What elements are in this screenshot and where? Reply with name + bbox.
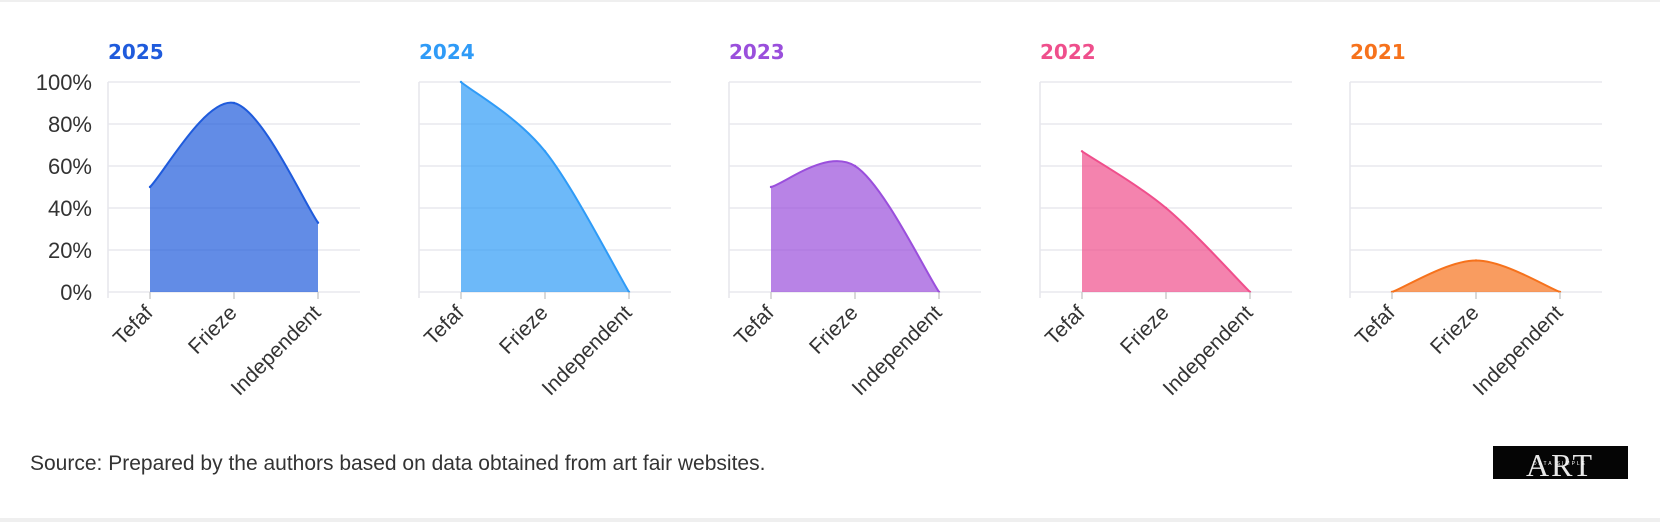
x-tick-label: Tefaf xyxy=(1351,301,1400,350)
area-series-2024 xyxy=(461,82,629,292)
x-tick-label: Independent xyxy=(1469,301,1568,400)
data-point-tefaf xyxy=(1080,150,1084,153)
y-tick-label: 60% xyxy=(48,154,92,179)
data-point-independent xyxy=(316,221,320,224)
panel-title: 2021 xyxy=(1350,40,1406,64)
area-series-2021 xyxy=(1392,260,1560,292)
y-tick-label: 100% xyxy=(36,70,92,95)
panel-title: 2023 xyxy=(729,40,785,64)
logo-mark: ART xyxy=(1526,447,1594,479)
data-point-frieze xyxy=(232,101,236,105)
data-point-frieze xyxy=(543,150,547,153)
x-tick-label: Frieze xyxy=(184,301,242,359)
logo-subtext: DATA SIMPLE xyxy=(1533,461,1587,467)
data-point-tefaf xyxy=(769,185,773,189)
x-tick-label: Independent xyxy=(538,301,637,400)
x-tick-label: Independent xyxy=(848,301,947,400)
x-tick-label: Tefaf xyxy=(730,301,779,350)
area-series-2025 xyxy=(150,102,318,292)
x-tick-label: Frieze xyxy=(495,301,553,359)
data-point-frieze xyxy=(1474,259,1478,262)
data-point-tefaf xyxy=(148,185,152,189)
panel-title: 2024 xyxy=(419,40,475,64)
x-tick-label: Frieze xyxy=(1426,301,1484,359)
x-tick-label: Frieze xyxy=(805,301,863,359)
data-point-frieze xyxy=(853,164,857,168)
x-tick-label: Tefaf xyxy=(420,301,469,350)
art-data-simple-logo: ART DATA SIMPLE xyxy=(1493,446,1628,479)
source-note: Source: Prepared by the authors based on… xyxy=(30,452,766,475)
area-series-2022 xyxy=(1082,151,1250,292)
area-series-2023 xyxy=(771,161,939,292)
x-tick-label: Frieze xyxy=(1116,301,1174,359)
x-tick-label: Tefaf xyxy=(1041,301,1090,350)
panel-title: 2025 xyxy=(108,40,164,64)
x-tick-label: Tefaf xyxy=(109,301,158,350)
y-tick-label: 40% xyxy=(48,196,92,221)
data-point-frieze xyxy=(1164,206,1168,210)
data-point-tefaf xyxy=(459,80,463,84)
x-tick-label: Independent xyxy=(1159,301,1258,400)
x-tick-label: Independent xyxy=(227,301,326,400)
y-tick-label: 80% xyxy=(48,112,92,137)
y-tick-label: 0% xyxy=(60,280,92,305)
y-tick-label: 20% xyxy=(48,238,92,263)
panel-title: 2022 xyxy=(1040,40,1096,64)
